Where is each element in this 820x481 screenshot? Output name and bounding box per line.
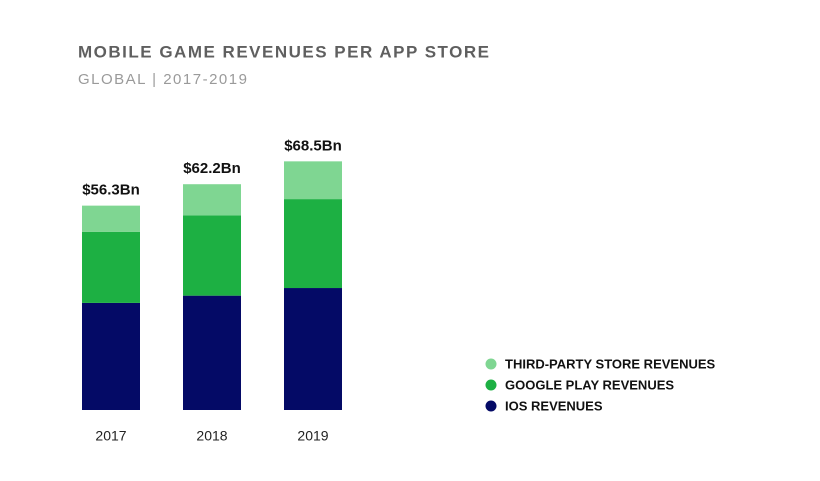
- bar-segment: [284, 161, 342, 200]
- bar-segment: [284, 288, 342, 410]
- legend-label: IOS REVENUES: [505, 398, 603, 413]
- legend-label: THIRD-PARTY STORE REVENUES: [505, 356, 716, 371]
- x-tick-label: 2018: [196, 428, 227, 444]
- total-label: $68.5Bn: [284, 137, 342, 154]
- chart-title: MOBILE GAME REVENUES PER APP STORE: [78, 42, 490, 61]
- x-tick-label: 2017: [95, 428, 126, 444]
- total-label: $62.2Bn: [183, 160, 241, 177]
- bar-segment: [82, 205, 140, 232]
- bar-segment: [183, 184, 241, 216]
- bar-segment: [183, 215, 241, 296]
- total-label: $56.3Bn: [82, 182, 140, 199]
- bar-segment: [284, 199, 342, 289]
- legend-marker: [485, 379, 497, 391]
- legend-marker: [485, 358, 497, 370]
- x-tick-label: 2019: [297, 428, 328, 444]
- bar-segment: [82, 231, 140, 303]
- bar-segment: [183, 295, 241, 410]
- chart-subtitle: GLOBAL | 2017-2019: [78, 71, 248, 88]
- legend-label: GOOGLE PLAY REVENUES: [505, 377, 674, 392]
- bar-segment: [82, 302, 140, 410]
- legend-marker: [485, 400, 497, 412]
